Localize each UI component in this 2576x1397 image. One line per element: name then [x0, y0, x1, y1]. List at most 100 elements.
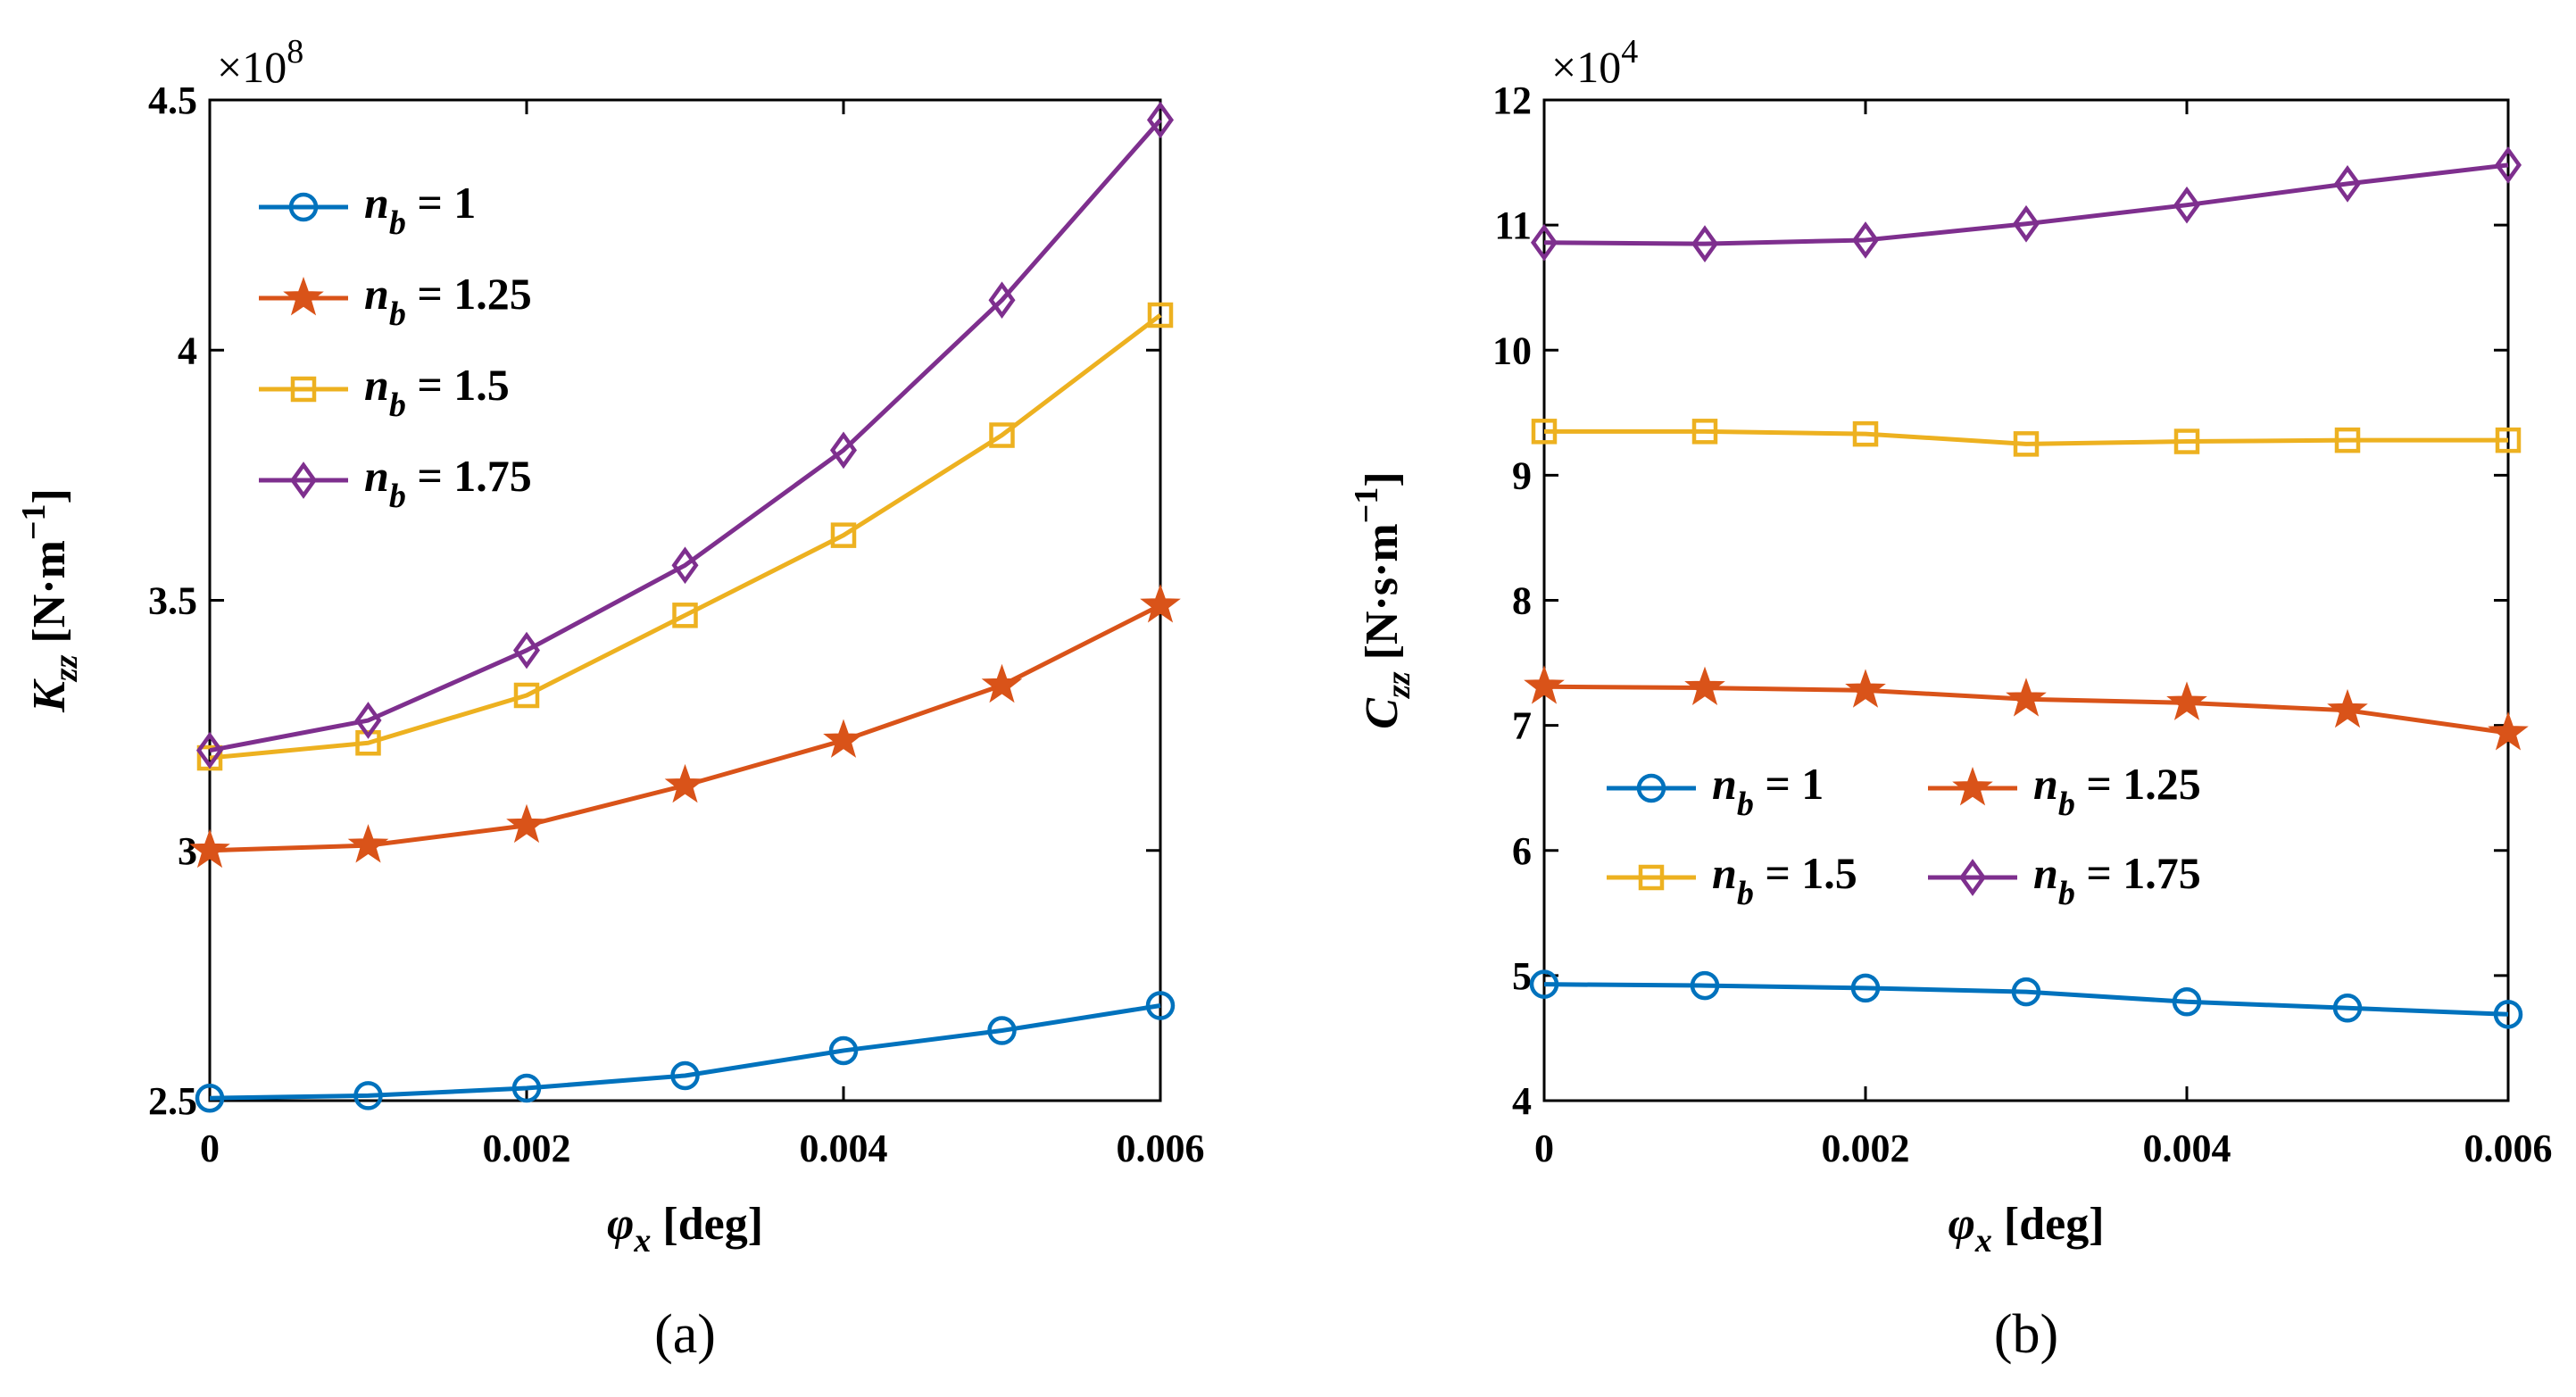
x-tick-label: 0.006 [2464, 1127, 2553, 1170]
series-line-n-b-1-75 [209, 118, 1162, 753]
axis-multiplier: ×104 [1551, 33, 1638, 92]
axis-multiplier: ×108 [217, 33, 303, 92]
legend-marker-square [290, 376, 317, 403]
y-tick-label: 11 [1494, 204, 1532, 247]
data-point-star [2166, 681, 2207, 720]
y-tick-label: 10 [1492, 328, 1532, 372]
data-point-circle [2332, 994, 2363, 1023]
series-n-b-1-a [195, 991, 1176, 1113]
series-n-b-1-5-a [196, 302, 1174, 771]
legend-entry-n-b-1: nb = 1 [1607, 759, 1824, 823]
data-point-square [2495, 427, 2522, 453]
data-point-diamond [354, 702, 382, 739]
series-n-b-1-25-a [189, 584, 1181, 869]
legend-b: nb = 1 nb = 1.5 nb = 1.25 nb = 1.75 [1607, 759, 2201, 912]
chart-b: 4 5 6 7 8 9 10 11 12 0 0.002 0.004 0.006 ×104 φx [deg]… [1348, 33, 2553, 1365]
legend-marker-star [1952, 767, 1993, 806]
y-tick-label: 3.5 [148, 579, 197, 623]
y-tick-label: 4 [1512, 1079, 1532, 1123]
plot-frame-b [1542, 98, 2510, 1102]
data-point-square [2013, 431, 2040, 457]
data-point-star [2327, 688, 2368, 728]
data-point-circle [511, 1073, 542, 1103]
data-point-star [1845, 669, 1886, 708]
legend-marker-diamond [289, 462, 318, 499]
data-point-square [989, 422, 1015, 448]
series-n-b-1-5-b [1531, 419, 2522, 457]
legend-entry-n-b-1-75: nb = 1.75 [259, 451, 532, 515]
legend-label: nb = 1.75 [364, 451, 532, 515]
data-point-circle [828, 1035, 859, 1066]
data-point-star [2488, 711, 2529, 751]
series-line-n-b-1 [1543, 982, 2509, 1017]
series-n-b-1-25-b [1524, 665, 2529, 751]
data-point-diamond [671, 546, 699, 585]
series-line-n-b-1-5 [1544, 428, 2508, 446]
x-tick-label: 0.006 [1117, 1127, 1205, 1170]
data-point-diamond [2173, 186, 2201, 224]
x-tick-label: 0.002 [483, 1127, 571, 1170]
x-tick-label: 0 [1534, 1127, 1554, 1170]
series-line-n-b-1-5 [209, 313, 1162, 761]
data-point-circle [2493, 1000, 2523, 1029]
y-axis-label: Czz [N·s·m−1] [1348, 471, 1417, 728]
legend-entry-n-b-1-5: nb = 1.5 [259, 360, 510, 424]
data-point-diamond [2494, 146, 2522, 184]
data-point-circle [195, 1083, 225, 1113]
panel-caption: (a) [654, 1304, 716, 1365]
legend-label: nb = 1 [1712, 759, 1824, 823]
legend-label: nb = 1.25 [364, 269, 532, 333]
data-point-square [1852, 420, 1879, 447]
data-point-circle [670, 1060, 700, 1091]
data-point-star [823, 719, 864, 758]
y-tick-label: 5 [1512, 954, 1532, 998]
data-point-square [1147, 302, 1174, 328]
data-point-circle [1850, 973, 1881, 1003]
y-tick-label: 3 [178, 829, 197, 873]
series-n-b-1-75-b [1530, 146, 2522, 262]
legend-a: nb = 1 nb = 1.25 nb = 1.5 nb = 1.75 [259, 178, 532, 515]
data-point-circle [2172, 987, 2202, 1017]
series-line-n-b-1-25 [209, 603, 1162, 853]
y-tick-label: 7 [1512, 704, 1532, 748]
data-point-square [830, 522, 857, 548]
legend-entry-n-b-1-5: nb = 1.5 [1607, 848, 1857, 912]
legend-entry-n-b-1-25: nb = 1.25 [259, 269, 532, 333]
legend-label: nb = 1 [364, 178, 476, 242]
data-point-square [2173, 428, 2200, 454]
data-point-star [1140, 584, 1181, 623]
legend-label: nb = 1.5 [364, 360, 510, 424]
data-point-diamond [1691, 225, 1719, 262]
y-tick-label: 8 [1512, 579, 1532, 623]
y-tick-label: 2.5 [148, 1079, 197, 1123]
y-axis-label: Kzz [N·m−1] [15, 488, 85, 713]
x-tick-label: 0.004 [800, 1127, 888, 1170]
data-point-diamond [512, 631, 541, 669]
series-line-n-b-1 [209, 1003, 1161, 1101]
data-point-diamond [1146, 101, 1175, 139]
data-point-circle [353, 1081, 383, 1110]
data-point-star [1524, 665, 1565, 704]
series-n-b-1-b [1529, 969, 2523, 1029]
x-axis-label: φx [deg] [607, 1199, 763, 1260]
data-point-diamond [195, 731, 224, 769]
data-point-star [1684, 666, 1725, 706]
chart-a: 2.5 3 3.5 4 4.5 0 0.002 0.004 0.006 ×108 φx [deg] K… [15, 33, 1205, 1365]
legend-marker-square [1638, 864, 1665, 891]
plot-frame-a [208, 98, 1162, 1102]
series-n-b-1-75-a [195, 101, 1175, 769]
y-tick-label: 9 [1512, 453, 1532, 497]
data-point-star [347, 824, 389, 863]
data-point-square [672, 603, 698, 628]
panel-caption: (b) [1994, 1304, 2058, 1365]
legend-entry-n-b-1-25: nb = 1.25 [1928, 759, 2201, 823]
y-tick-label: 4.5 [148, 79, 197, 122]
data-point-star [981, 663, 1023, 703]
x-tick-label: 0.004 [2143, 1127, 2231, 1170]
legend-marker-star [283, 277, 324, 316]
data-point-star [664, 763, 706, 803]
legend-label: nb = 1.5 [1712, 848, 1857, 912]
data-point-square [1691, 419, 1718, 445]
legend-marker-circle [288, 192, 319, 222]
x-axis-label: φx [deg] [1948, 1199, 2104, 1260]
